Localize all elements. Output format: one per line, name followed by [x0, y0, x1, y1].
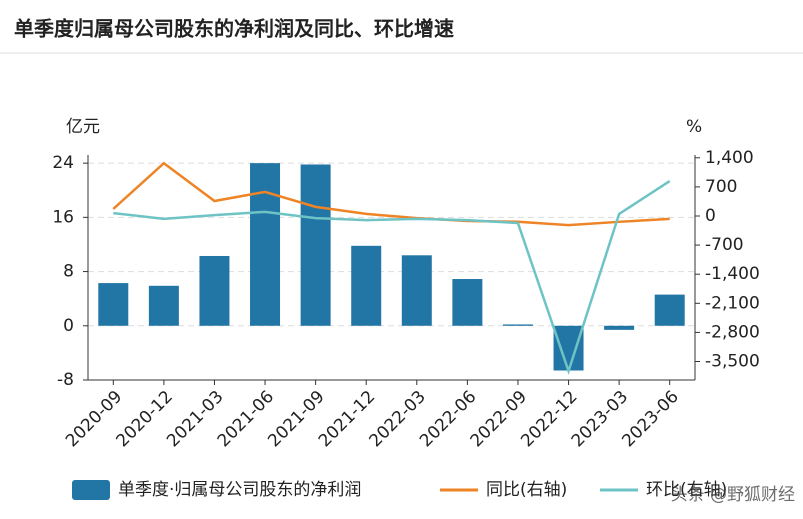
y2-tick-label: -700: [705, 235, 744, 255]
bar: [452, 279, 483, 326]
legend-label: 同比(右轴): [486, 480, 567, 500]
bar: [401, 255, 432, 326]
y-tick-label: 0: [63, 316, 74, 336]
bar: [148, 285, 179, 326]
y-tick-label: 8: [63, 262, 74, 282]
y2-tick-label: -1,400: [705, 264, 760, 284]
y-unit: 亿元: [66, 117, 100, 137]
bar: [250, 163, 281, 326]
y2-tick-label: -2,800: [705, 322, 760, 342]
y2-tick-label: -2,100: [705, 293, 760, 313]
bar: [502, 324, 533, 326]
y-tick-label: -8: [57, 370, 74, 390]
y2-tick-label: -3,500: [705, 351, 760, 371]
bar: [351, 245, 382, 326]
legend-label: 环比(右轴): [646, 480, 727, 500]
line: [112, 161, 670, 227]
y-tick-label: 24: [52, 153, 74, 173]
x-tick-label: 2023-06: [618, 387, 682, 451]
y-tick-label: 16: [52, 207, 74, 227]
bar: [654, 294, 685, 326]
y2-unit: %: [686, 117, 702, 137]
bar: [98, 283, 129, 326]
y2-tick-label: 0: [705, 206, 716, 226]
bar: [604, 325, 635, 330]
legend-swatch: [72, 480, 110, 500]
bar: [553, 325, 584, 371]
bar: [300, 164, 331, 326]
y2-tick-label: 1,400: [705, 148, 754, 168]
legend-label: 单季度·归属母公司股东的净利润: [118, 480, 361, 500]
bar: [199, 255, 230, 326]
chart-title: 单季度归属母公司股东的净利润及同比、环比增速: [14, 17, 454, 41]
y2-tick-label: 700: [705, 177, 737, 197]
watermark: 头条 @野狐财经: [671, 485, 795, 505]
line: [113, 180, 671, 376]
